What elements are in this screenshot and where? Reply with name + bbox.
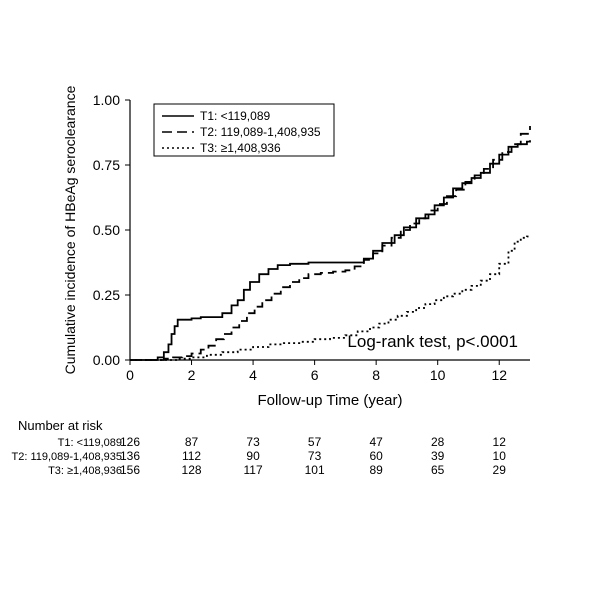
x-axis-title: Follow-up Time (year) [257,392,402,409]
risk-value: 28 [431,435,445,449]
risk-value: 73 [308,449,322,463]
x-tick-label: 8 [372,367,380,383]
y-tick-label: 1.00 [93,92,120,108]
x-tick-label: 2 [188,367,196,383]
x-tick-label: 4 [249,367,257,383]
legend-label: T1: <119,089 [200,109,270,123]
risk-row-label: T3: ≥1,408,936 [48,465,122,477]
km-plot-svg: 024681012Follow-up Time (year)0.000.250.… [0,0,600,600]
risk-value: 60 [369,449,383,463]
y-tick-label: 0.00 [93,352,120,368]
x-tick-label: 0 [126,367,134,383]
risk-value: 39 [431,449,445,463]
risk-value: 87 [185,435,199,449]
risk-value: 90 [246,449,260,463]
legend-label: T3: ≥1,408,936 [200,141,281,155]
risk-value: 128 [182,463,202,477]
risk-value: 47 [369,435,383,449]
series-T1 [130,140,530,360]
risk-value: 65 [431,463,445,477]
risk-value: 57 [308,435,322,449]
risk-value: 101 [305,463,325,477]
x-tick-label: 12 [491,367,507,383]
risk-value: 89 [369,463,383,477]
y-tick-label: 0.25 [93,287,120,303]
logrank-annotation: Log-rank test, p<.0001 [347,332,518,351]
x-tick-label: 10 [430,367,446,383]
risk-value: 156 [120,463,140,477]
risk-row-label: T1: <119,089 [58,437,122,449]
risk-value: 10 [493,449,507,463]
y-tick-label: 0.50 [93,222,120,238]
risk-value: 136 [120,449,140,463]
risk-value: 12 [493,435,507,449]
risk-value: 112 [182,449,201,463]
risk-value: 126 [120,435,140,449]
y-axis-title: Cumulative incidence of HBeAg serocleara… [62,85,78,374]
risk-value: 117 [244,463,263,477]
risk-row-label: T2: 119,089-1,408,935 [12,451,123,463]
risk-value: 29 [493,463,507,477]
x-tick-label: 6 [311,367,319,383]
y-tick-label: 0.75 [93,157,120,173]
series-T2 [130,126,530,360]
chart-container: 024681012Follow-up Time (year)0.000.250.… [0,0,600,600]
risk-value: 73 [246,435,260,449]
legend-label: T2: 119,089-1,408,935 [200,125,321,139]
risk-table-header: Number at risk [18,418,103,433]
